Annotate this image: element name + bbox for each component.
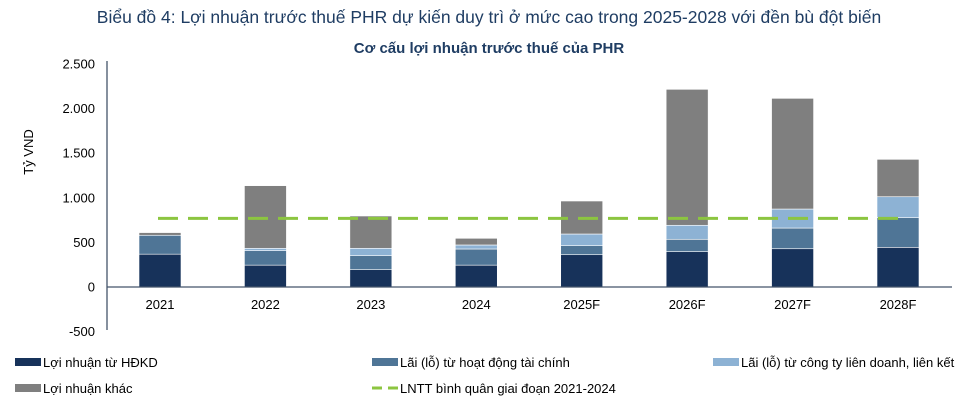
y-tick-label: 1.500 [62, 146, 95, 161]
bar-segment-2 [349, 255, 393, 270]
y-tick-label: 1.000 [62, 190, 95, 205]
bar-segment-1 [454, 264, 498, 288]
x-tick-label: 2022 [251, 297, 280, 312]
chart-title: Biểu đồ 4: Lợi nhuận trước thuế PHR dự k… [97, 7, 881, 27]
bar-segment-3 [876, 196, 920, 218]
y-tick-label: 500 [73, 235, 95, 250]
bar-segment-2 [138, 234, 182, 255]
bar-segment-4 [349, 215, 393, 249]
y-tick-label: 2.500 [62, 57, 95, 72]
bar-segment-1 [560, 254, 604, 288]
legend-label-4: Lợi nhuận khác [43, 381, 133, 396]
legend-label-3: Lãi (lỗ) từ công ty liên doanh, liên kết [741, 355, 955, 370]
legend-swatch-3 [713, 358, 739, 366]
y-tick-label: 0 [88, 280, 95, 295]
bar-segment-1 [665, 251, 709, 288]
bar-segment-3 [244, 247, 287, 251]
legend-label-1: Lợi nhuận từ HĐKD [43, 355, 158, 370]
legend-swatch-2 [372, 358, 398, 366]
bar-segment-2 [560, 245, 604, 256]
bar-segment-4 [771, 98, 814, 210]
y-tick-label: 2.000 [62, 101, 95, 116]
x-tick-label: 2025F [563, 297, 600, 312]
x-tick-label: 2023 [356, 297, 385, 312]
y-axis-label: Tỷ VND [21, 129, 36, 175]
bar-segment-2 [454, 248, 498, 266]
bar-segment-2 [244, 250, 287, 266]
x-tick-label: 2026F [669, 297, 706, 312]
bar-segment-1 [876, 247, 920, 288]
bar-segment-1 [244, 264, 287, 288]
chart-subtitle: Cơ cấu lợi nhuận trước thuế của PHR [354, 40, 625, 57]
bar-segment-2 [665, 238, 709, 252]
legend-swatch-1 [15, 358, 41, 366]
legend-swatch-4 [15, 384, 41, 392]
bar-segment-1 [349, 269, 393, 288]
bar-segment-3 [665, 224, 709, 240]
bar-segment-4 [876, 159, 920, 198]
x-tick-label: 2021 [146, 297, 175, 312]
x-tick-label: 2027F [774, 297, 811, 312]
bar-segment-2 [876, 217, 920, 248]
bar-segment-4 [454, 237, 498, 246]
legend-label-2: Lãi (lỗ) từ hoạt động tài chính [400, 355, 570, 370]
bar-segment-1 [138, 253, 182, 288]
legend-label-reference: LNTT bình quân giai đoạn 2021-2024 [400, 381, 616, 396]
x-tick-label: 2028F [880, 297, 917, 312]
bar-segment-1 [771, 248, 814, 288]
bar-segment-2 [771, 227, 814, 250]
y-tick-label: -500 [69, 324, 95, 339]
bar-segment-3 [454, 244, 498, 250]
bar-segment-4 [138, 232, 182, 236]
x-tick-label: 2024 [462, 297, 491, 312]
bar-segment-3 [560, 233, 604, 247]
bar-segment-4 [665, 89, 709, 226]
bar-segment-3 [349, 247, 393, 256]
